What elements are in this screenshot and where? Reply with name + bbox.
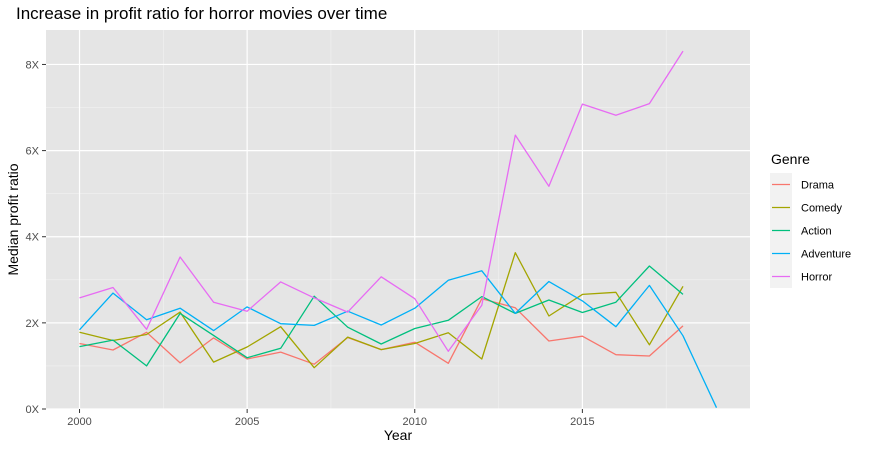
series-line-adventure xyxy=(79,270,718,408)
legend: Genre Drama Comedy Action Adventure Horror xyxy=(770,151,851,288)
y-tick-label: 4X xyxy=(26,232,40,244)
y-tick-label: 2X xyxy=(26,318,40,330)
x-tick-label: 2010 xyxy=(403,416,427,428)
legend-title: Genre xyxy=(771,151,810,167)
y-axis-title: Median profit ratio xyxy=(5,163,21,275)
legend-label-comedy: Comedy xyxy=(801,203,842,215)
grid-major-lines xyxy=(46,30,750,410)
y-axis: 0X 2X 4X 6X 8X xyxy=(26,59,46,416)
x-tick-label: 2015 xyxy=(570,416,594,428)
plot-panel xyxy=(46,30,750,409)
series-line-action xyxy=(79,265,684,367)
chart-title: Increase in profit ratio for horror movi… xyxy=(16,4,388,23)
y-tick-label: 8X xyxy=(26,59,40,71)
series-lines xyxy=(79,50,718,408)
y-tick-label: 0X xyxy=(26,404,40,416)
legend-label-horror: Horror xyxy=(801,272,833,284)
y-tick-label: 6X xyxy=(26,146,40,158)
series-line-horror xyxy=(79,50,684,352)
legend-label-action: Action xyxy=(801,226,832,238)
grid-minor-lines xyxy=(46,30,750,409)
legend-label-drama: Drama xyxy=(801,180,835,192)
x-axis-title: Year xyxy=(384,427,413,443)
series-line-comedy xyxy=(79,252,684,369)
legend-label-adventure: Adventure xyxy=(801,249,851,261)
x-tick-label: 2000 xyxy=(67,416,91,428)
x-tick-label: 2005 xyxy=(235,416,259,428)
x-axis: 2000 2005 2010 2015 xyxy=(67,409,595,428)
